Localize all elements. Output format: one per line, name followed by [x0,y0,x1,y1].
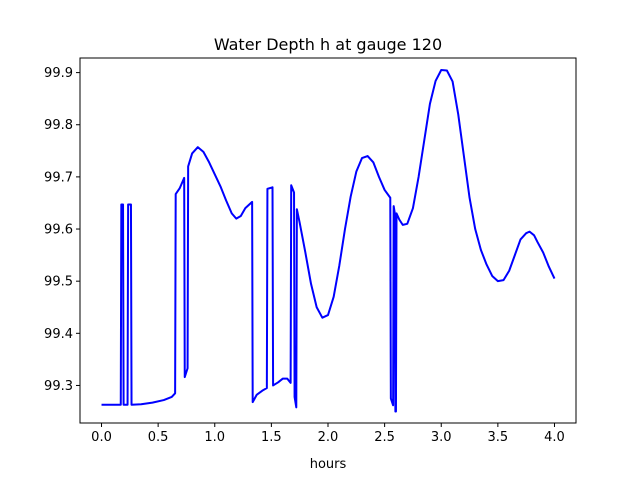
y-tick-label: 99.3 [44,379,73,394]
series-line-0 [101,68,556,413]
x-tick-label: 2.5 [374,430,395,445]
y-tick-label: 99.8 [44,118,73,133]
x-tick-label: 2.0 [318,430,339,445]
chart-title: Water Depth h at gauge 120 [214,35,442,54]
y-tick-label: 99.9 [44,66,73,81]
x-tick-label: 1.0 [204,430,225,445]
y-tick-label: 99.4 [44,327,73,342]
x-tick-label: 4.0 [544,430,565,445]
y-tick-label: 99.5 [44,275,73,290]
x-axis-label: hours [310,457,347,472]
y-tick-label: 99.7 [44,170,73,185]
x-tick-label: 3.0 [431,430,452,445]
x-tick-label: 0.5 [148,430,169,445]
plot-area: 0.0 0.5 1.0 1.5 2.0 2.5 3.0 3.5 4.0 99.3 99.4 99.5 9… [44,57,577,445]
y-tick-label: 99.6 [44,223,73,238]
x-tick-label: 0.0 [91,430,112,445]
x-tick-label: 3.5 [488,430,509,445]
x-tick-label: 1.5 [261,430,282,445]
